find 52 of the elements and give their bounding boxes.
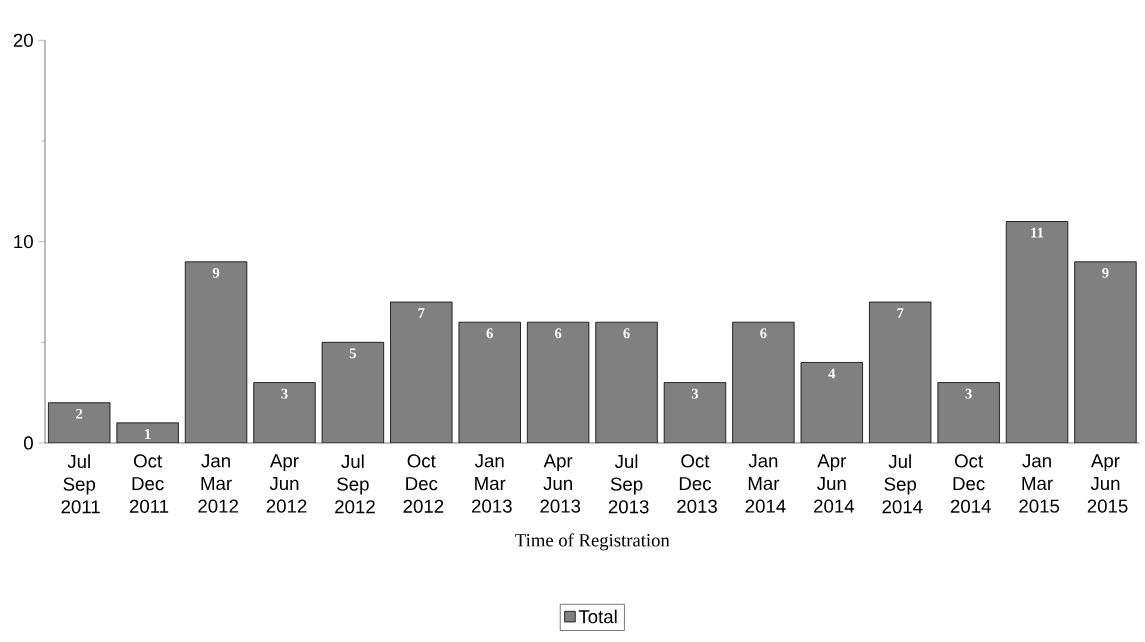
- x-axis-title: Time of Registration: [515, 533, 670, 551]
- bar: [800, 362, 863, 443]
- bar: [526, 321, 590, 443]
- data-label: 6: [554, 328, 562, 339]
- x-tick-label: Oct Dec 2012: [403, 454, 444, 513]
- bar: [184, 261, 248, 443]
- x-tick-label: Oct Dec 2011: [129, 454, 169, 513]
- bar: [1074, 261, 1137, 443]
- bar: [48, 402, 111, 443]
- bar: [595, 321, 658, 443]
- data-label: 9: [212, 267, 220, 278]
- y-tick-label: 10: [14, 235, 33, 249]
- bar: [663, 382, 727, 443]
- x-tick-label: Jul Sep 2012: [335, 454, 375, 514]
- data-label: 3: [691, 388, 699, 399]
- data-label: 5: [349, 348, 357, 359]
- bar: [937, 382, 1000, 443]
- x-tick-label: Apr Jun 2013: [540, 454, 581, 513]
- bar: [253, 382, 316, 443]
- legend-label: Total: [578, 609, 617, 624]
- x-tick-label: Apr Jun 2012: [266, 454, 307, 513]
- bar: [321, 341, 385, 443]
- bar: [1005, 221, 1069, 443]
- x-tick-label: Jul Sep 2014: [882, 454, 923, 514]
- data-label: 2: [76, 408, 83, 419]
- x-tick-label: Apr Jun 2014: [814, 454, 855, 513]
- y-tick-label: 0: [23, 436, 33, 450]
- data-label: 11: [1031, 227, 1044, 238]
- bar: [458, 321, 521, 443]
- data-label: 9: [1102, 267, 1109, 278]
- data-label: 6: [486, 328, 493, 339]
- x-tick-label: Oct Dec 2013: [677, 454, 717, 513]
- data-label: 4: [828, 368, 836, 379]
- data-label: 3: [965, 388, 972, 399]
- x-tick-label: Jan Mar 2012: [198, 454, 238, 513]
- y-tick-label: 20: [13, 33, 33, 47]
- x-tick-label: Jan Mar 2015: [1019, 454, 1060, 513]
- bar: [732, 321, 795, 443]
- x-tick-label: Jul Sep 2011: [61, 454, 100, 514]
- x-tick-label: Apr Jun 2015: [1087, 454, 1128, 513]
- x-tick-label: Jul Sep 2013: [608, 454, 649, 514]
- data-label: 7: [897, 308, 904, 318]
- x-tick-label: Jan Mar 2014: [745, 454, 786, 513]
- data-label: 6: [760, 328, 767, 339]
- data-label: 1: [145, 429, 151, 439]
- bar: [869, 301, 932, 443]
- data-label: 6: [623, 328, 630, 339]
- x-tick-label: Jan Mar 2013: [471, 454, 512, 513]
- bar: [390, 301, 453, 443]
- data-label: 7: [418, 308, 425, 318]
- x-tick-label: Oct Dec 2014: [950, 454, 991, 513]
- data-label: 3: [281, 388, 288, 399]
